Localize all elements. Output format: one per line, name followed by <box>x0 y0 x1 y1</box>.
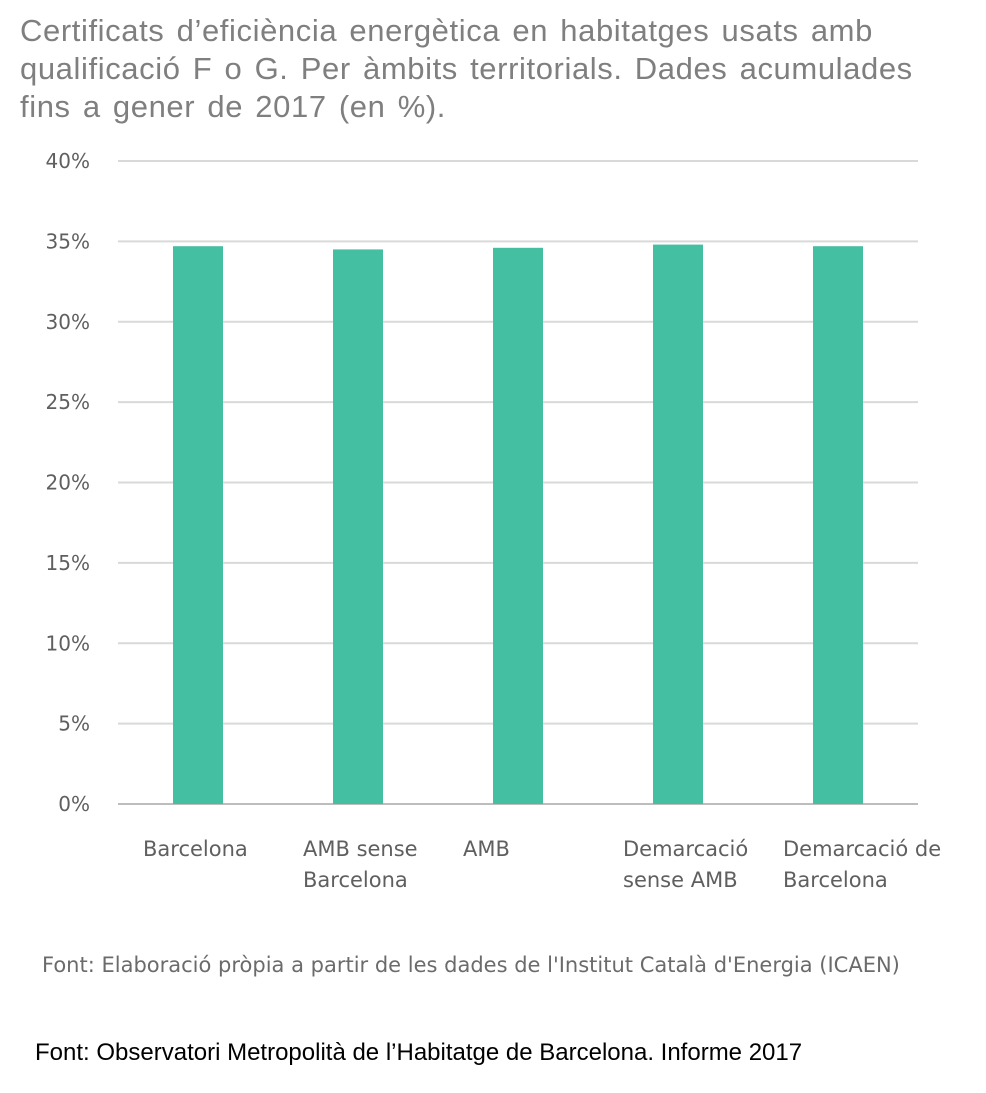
x-tick-label: Barcelona <box>143 837 248 861</box>
bar <box>333 249 383 805</box>
bar <box>493 247 543 804</box>
x-tick-label: Demarcació sense AMB <box>623 837 748 892</box>
document-source-note: Font: Observatori Metropolità de l’Habit… <box>35 1039 803 1066</box>
chart-title: Certificats d’eficiència energètica en h… <box>20 13 913 124</box>
y-tick-label: 40% <box>46 149 90 173</box>
y-tick-label: 35% <box>46 229 90 253</box>
y-tick-label: 25% <box>46 390 90 414</box>
x-axis-tick-labels: Barcelona AMB sense Barcelona AMB Demarcació… <box>143 837 941 892</box>
y-axis-tick-labels: 0% 5% 10% 15% 20% 25% 30% 35% 40% <box>46 149 90 816</box>
y-tick-label: 30% <box>46 310 90 334</box>
bar <box>173 246 223 804</box>
y-tick-label: 20% <box>46 471 90 495</box>
bars <box>173 244 863 805</box>
chart-source-note: Font: Elaboració pròpia a partir de les … <box>42 953 900 977</box>
y-tick-label: 15% <box>46 551 90 575</box>
y-tick-label: 10% <box>46 631 90 655</box>
y-tick-label: 0% <box>58 792 90 816</box>
bar <box>653 244 703 805</box>
x-tick-label: Demarcació de Barcelona <box>783 837 941 892</box>
x-tick-label: AMB <box>463 837 510 861</box>
y-tick-label: 5% <box>58 712 90 736</box>
x-tick-label: AMB sense Barcelona <box>303 837 418 892</box>
bar <box>813 246 863 804</box>
